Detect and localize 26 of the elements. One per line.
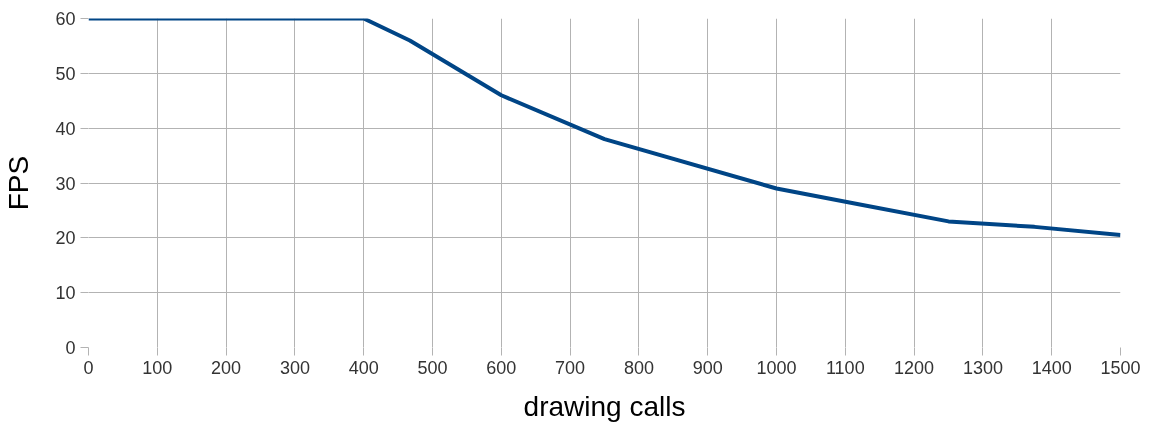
y-tick-label: 40 [55,118,76,139]
x-tick-label: 1200 [894,357,935,378]
y-tick-label: 30 [55,173,76,194]
x-tick-label: 0 [83,357,94,378]
x-tick-label: 600 [486,357,517,378]
line-series [88,18,1121,238]
x-tick-label: 1000 [756,357,797,378]
x-tick-label: 1100 [825,357,865,378]
y-tick-label: 20 [55,228,76,249]
x-axis-title: drawing calls [523,390,686,422]
y-tick-label: 10 [55,283,76,304]
x-tick-label: 100 [142,357,173,378]
y-tick-label: 0 [65,338,76,358]
x-tick-label: 1400 [1031,357,1072,378]
y-tick-label: 50 [55,63,76,84]
y-tick-label: 60 [55,9,76,29]
x-tick-label: 200 [211,357,242,378]
x-tick-label: 1300 [962,357,1003,378]
x-tick-label: 800 [623,357,654,378]
x-tick-label: 400 [348,357,379,378]
x-tick-label: 300 [279,357,310,378]
x-tick-label: 500 [417,357,448,378]
x-tick-label: 1500 [1100,357,1141,378]
x-tick-label: 700 [555,357,586,378]
x-tick-label: 900 [692,357,723,378]
y-axis-title: FPS [3,155,35,211]
